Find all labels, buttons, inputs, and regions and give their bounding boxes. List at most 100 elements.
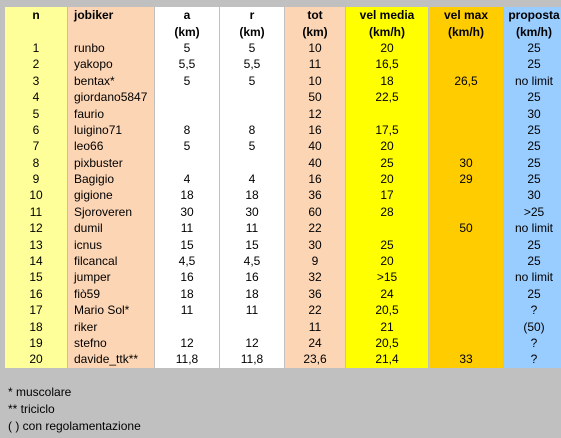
- cell-vel-media: 20,5: [346, 334, 428, 352]
- cell-tot: 22: [285, 220, 345, 237]
- cell-a: 11: [155, 302, 219, 319]
- cell-jobiker: davide_ttk**: [68, 351, 154, 368]
- cell-vel-max: [429, 121, 503, 139]
- cell-r: 16: [220, 269, 284, 286]
- cell-jobiker: bentax*: [68, 72, 154, 89]
- cell-n: 15: [5, 269, 67, 286]
- cell-vel-media: 28: [346, 203, 428, 221]
- cell-proposta: 25: [504, 56, 561, 73]
- cell-vel-media: 21,4: [346, 351, 428, 368]
- cell-vel-media: 22,5: [346, 88, 428, 106]
- cell-a: 18: [155, 187, 219, 204]
- header-vel-media-unit: (km/h): [346, 23, 428, 40]
- cell-vel-max: [429, 203, 503, 221]
- cell-n: 13: [5, 236, 67, 253]
- cell-vel-media: 20,5: [346, 302, 428, 319]
- cell-proposta: 25: [504, 236, 561, 253]
- cell-vel-media: 20: [346, 39, 428, 57]
- cell-vel-max: [429, 334, 503, 352]
- cell-vel-max: [429, 252, 503, 270]
- cell-jobiker: faurio: [68, 105, 154, 122]
- cell-tot: 24: [285, 334, 345, 352]
- cell-r: 8: [220, 121, 284, 139]
- cell-n: 2: [5, 56, 67, 73]
- cell-proposta: 30: [504, 105, 561, 122]
- cell-jobiker: fiò59: [68, 285, 154, 303]
- cell-r: 30: [220, 203, 284, 221]
- header-vel-max-unit: (km/h): [429, 23, 503, 40]
- cell-proposta: 25: [504, 154, 561, 171]
- cell-vel-max: [429, 105, 503, 122]
- cell-r: 12: [220, 334, 284, 352]
- cell-jobiker: giordano5847: [68, 88, 154, 106]
- cell-a: 5: [155, 72, 219, 89]
- header-proposta-unit: (km/h): [504, 23, 561, 40]
- cell-jobiker: yakopo: [68, 56, 154, 73]
- cell-vel-max: 29: [429, 170, 503, 188]
- cell-n: 12: [5, 220, 67, 237]
- cell-vel-media: 18: [346, 72, 428, 89]
- cell-vel-media: [346, 220, 428, 237]
- cell-a: 11,8: [155, 351, 219, 368]
- cell-vel-media: 20: [346, 252, 428, 270]
- cell-proposta: 25: [504, 285, 561, 303]
- header-n-unit: [5, 23, 67, 40]
- cell-n: 18: [5, 318, 67, 335]
- cell-vel-max: [429, 318, 503, 335]
- cell-jobiker: runbo: [68, 39, 154, 57]
- cell-a: [155, 88, 219, 106]
- cell-r: 4: [220, 170, 284, 188]
- cell-r: 18: [220, 187, 284, 204]
- cell-tot: 60: [285, 203, 345, 221]
- cell-jobiker: icnus: [68, 236, 154, 253]
- cell-tot: 12: [285, 105, 345, 122]
- cell-r: [220, 105, 284, 122]
- cell-vel-media: 20: [346, 170, 428, 188]
- cell-a: 12: [155, 334, 219, 352]
- cell-proposta: 30: [504, 187, 561, 204]
- cell-vel-max: [429, 302, 503, 319]
- cell-jobiker: gigione: [68, 187, 154, 204]
- cell-a: 16: [155, 269, 219, 286]
- cell-r: 5,5: [220, 56, 284, 73]
- header-proposta: proposta: [504, 7, 561, 24]
- cell-proposta: 25: [504, 88, 561, 106]
- footnote-triciclo: ** triciclo: [8, 402, 55, 416]
- cell-tot: 40: [285, 154, 345, 171]
- cell-tot: 11: [285, 318, 345, 335]
- header-a: a: [155, 7, 219, 24]
- cell-jobiker: Mario Sol*: [68, 302, 154, 319]
- cell-a: 30: [155, 203, 219, 221]
- cell-proposta: 25: [504, 138, 561, 155]
- cell-vel-media: 24: [346, 285, 428, 303]
- cell-n: 17: [5, 302, 67, 319]
- cell-vel-max: [429, 187, 503, 204]
- cell-vel-media: 25: [346, 236, 428, 253]
- cell-proposta: 25: [504, 121, 561, 139]
- cell-a: [155, 154, 219, 171]
- cell-jobiker: jumper: [68, 269, 154, 286]
- header-jobiker-unit: [68, 23, 154, 40]
- cell-tot: 10: [285, 39, 345, 57]
- cell-n: 6: [5, 121, 67, 139]
- cell-tot: 16: [285, 121, 345, 139]
- cell-proposta: >25: [504, 203, 561, 221]
- cell-a: 4,5: [155, 252, 219, 270]
- cell-a: 5: [155, 138, 219, 155]
- cell-a: 5,5: [155, 56, 219, 73]
- cell-vel-media: 21: [346, 318, 428, 335]
- cell-jobiker: leo66: [68, 138, 154, 155]
- cell-r: 11,8: [220, 351, 284, 368]
- cell-a: 18: [155, 285, 219, 303]
- cell-tot: 32: [285, 269, 345, 286]
- cell-proposta: ?: [504, 302, 561, 319]
- cell-a: [155, 318, 219, 335]
- cell-vel-media: 17: [346, 187, 428, 204]
- cell-proposta: no limit: [504, 72, 561, 89]
- cell-jobiker: Bagigio: [68, 170, 154, 188]
- header-vel-max: vel max: [429, 7, 503, 24]
- cell-n: 4: [5, 88, 67, 106]
- header-a-unit: (km): [155, 23, 219, 40]
- cell-n: 8: [5, 154, 67, 171]
- cell-vel-media: 25: [346, 154, 428, 171]
